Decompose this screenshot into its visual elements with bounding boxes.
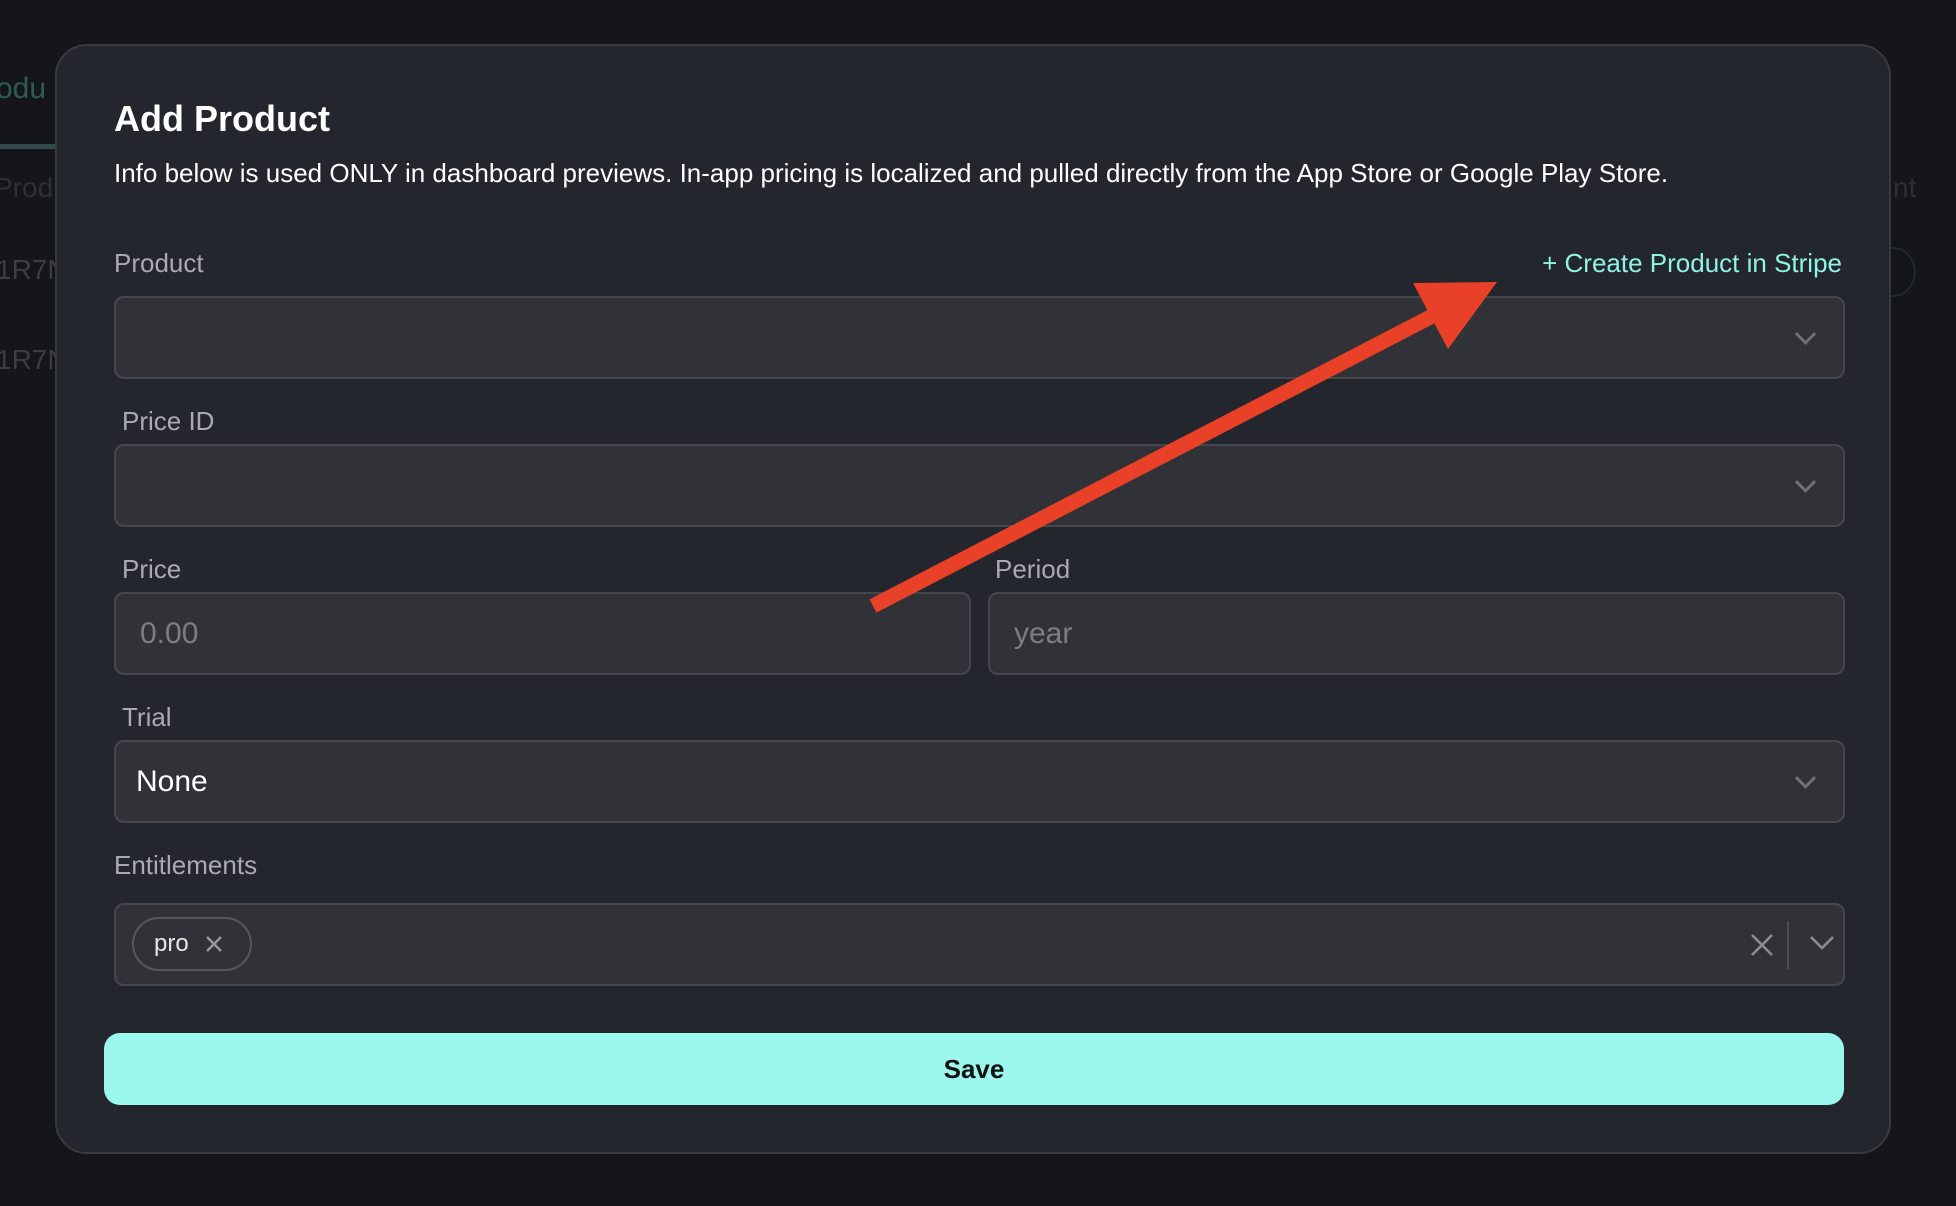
- period-placeholder: year: [1014, 616, 1073, 650]
- add-product-modal: Add Product Info below is used ONLY in d…: [55, 44, 1891, 1154]
- chevron-down-icon: [1794, 471, 1817, 493]
- background-tab-underline: [0, 144, 56, 149]
- period-label: Period: [995, 554, 1071, 584]
- chevron-down-icon: [1794, 323, 1817, 345]
- period-input[interactable]: year: [988, 592, 1845, 675]
- background-tab-active: odu: [0, 72, 47, 105]
- trial-value: None: [136, 764, 208, 798]
- modal-description: Info below is used ONLY in dashboard pre…: [114, 158, 1669, 188]
- entitlement-chip: pro: [132, 917, 252, 971]
- entitlements-label: Entitlements: [114, 850, 258, 880]
- price-input[interactable]: 0.00: [114, 592, 971, 675]
- trial-select[interactable]: None: [114, 740, 1845, 823]
- price-id-label: Price ID: [122, 406, 215, 436]
- product-label: Product: [114, 248, 204, 278]
- chevron-down-icon[interactable]: [1809, 935, 1835, 951]
- clear-all-icon[interactable]: [1750, 933, 1774, 957]
- trial-label: Trial: [122, 702, 172, 732]
- create-product-in-stripe-link[interactable]: + Create Product in Stripe: [1542, 248, 1842, 278]
- modal-title: Add Product: [114, 98, 330, 139]
- chevron-down-icon: [1794, 767, 1817, 789]
- background-column-header-right: nt: [1893, 172, 1917, 203]
- divider: [1787, 921, 1789, 969]
- price-id-select[interactable]: [114, 444, 1845, 527]
- price-placeholder: 0.00: [140, 616, 199, 650]
- chip-label: pro: [154, 930, 189, 957]
- remove-chip-icon[interactable]: [205, 935, 223, 953]
- product-select[interactable]: [114, 296, 1845, 379]
- price-label: Price: [122, 554, 182, 584]
- entitlements-multiselect[interactable]: pro: [114, 903, 1845, 986]
- save-button[interactable]: Save: [104, 1033, 1844, 1105]
